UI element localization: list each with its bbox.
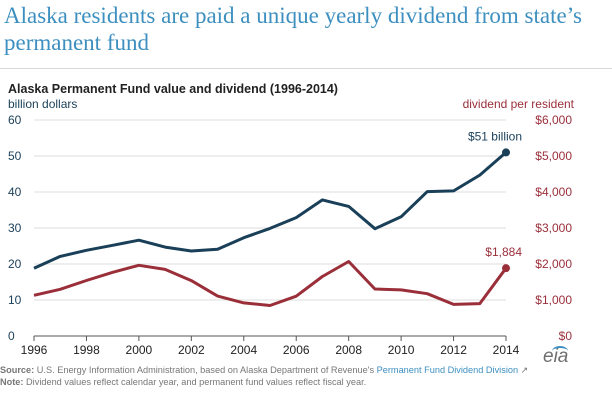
left-tick-label: 0	[8, 329, 15, 343]
x-tick-label: 2010	[388, 343, 415, 357]
note-label: Note:	[0, 376, 24, 387]
right-tick-label: $5,000	[535, 149, 572, 163]
x-tick-label: 1996	[21, 343, 48, 357]
fund-value-line	[33, 151, 507, 270]
dividend-line	[33, 260, 508, 307]
headline: Alaska residents are paid a unique yearl…	[4, 3, 583, 55]
left-tick-label: 40	[8, 185, 22, 199]
dividend-end-point	[502, 264, 510, 273]
left-tick-label: 50	[8, 149, 22, 163]
source-link[interactable]: Permanent Fund Dividend Division	[376, 365, 519, 375]
source-note: Source: U.S. Energy Information Administ…	[0, 365, 560, 388]
source-label: Source:	[0, 365, 35, 375]
x-tick-label: 2006	[283, 343, 310, 357]
fund-end-point	[502, 148, 510, 157]
note-text: Dividend values reflect calendar year, a…	[26, 376, 367, 387]
divider	[0, 68, 612, 69]
left-axis-label: billion dollars	[8, 97, 78, 111]
source-text: U.S. Energy Information Administration, …	[36, 365, 375, 375]
right-axis-label: dividend per resident	[462, 97, 574, 111]
x-tick-label: 2008	[335, 343, 362, 357]
x-tick-label: 2012	[440, 343, 467, 357]
right-tick-label: $4,000	[535, 185, 572, 199]
external-link-icon[interactable]: ↗	[518, 365, 529, 375]
right-tick-label: $1,000	[535, 293, 572, 307]
eia-logo-arc-icon	[552, 346, 568, 356]
x-tick-label: 1998	[73, 343, 100, 357]
x-tick-label: 2002	[178, 343, 205, 357]
x-tick-label: 2000	[126, 343, 153, 357]
left-tick-label: 60	[8, 113, 22, 127]
left-tick-label: 30	[8, 221, 22, 235]
left-tick-label: 10	[8, 293, 22, 307]
left-tick-label: 20	[8, 257, 22, 271]
dividend-end-label: $1,884	[485, 245, 522, 259]
right-tick-label: $3,000	[535, 221, 572, 235]
right-tick-label: $2,000	[535, 257, 572, 271]
fund-end-label: $51 billion	[468, 129, 522, 143]
x-tick-label: 2004	[230, 343, 257, 357]
right-tick-label: $0	[559, 329, 573, 343]
right-tick-label: $6,000	[535, 113, 572, 127]
x-tick-label: 2014	[493, 343, 520, 357]
eia-logo: eia	[543, 346, 569, 367]
chart-title: Alaska Permanent Fund value and dividend…	[8, 82, 338, 96]
